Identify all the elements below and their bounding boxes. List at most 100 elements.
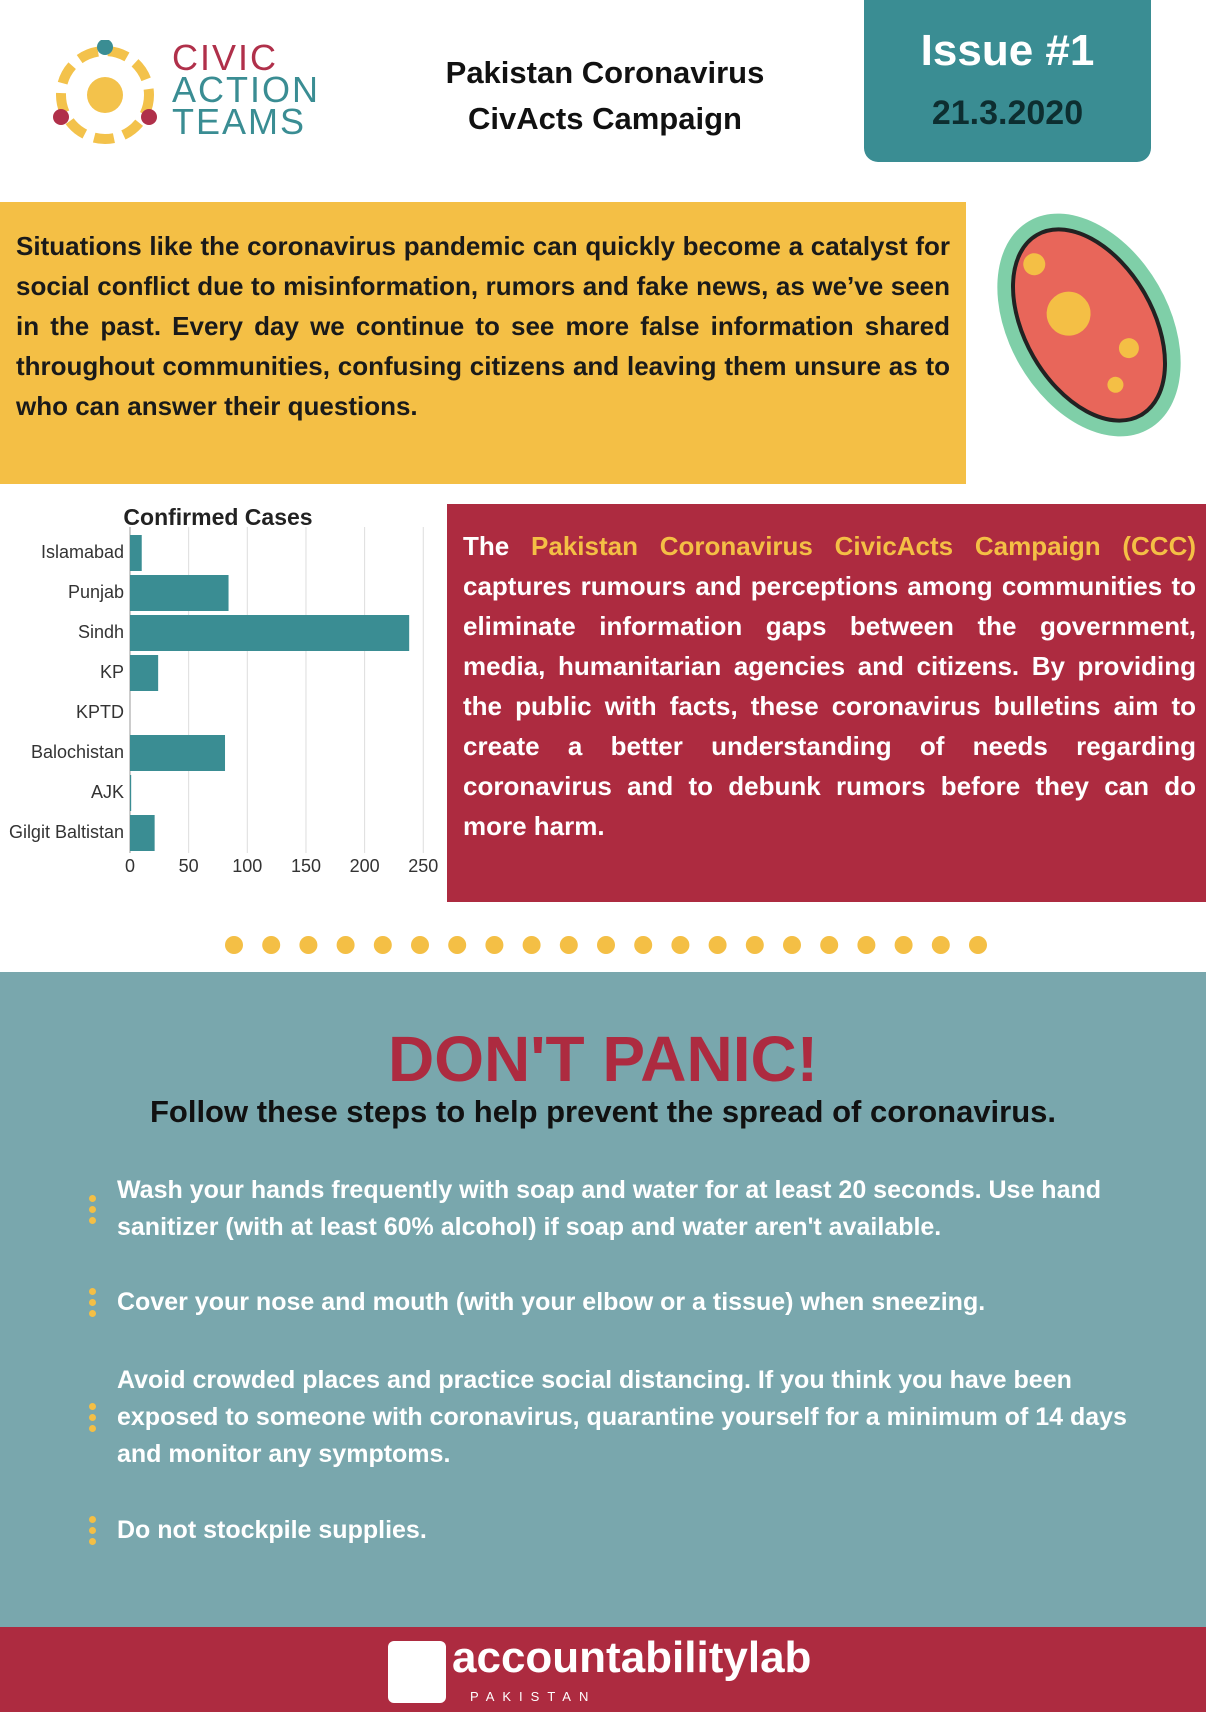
y-tick-label: KPTD <box>76 702 124 722</box>
footer-logo-mark <box>388 1641 446 1703</box>
panic-subheading: Follow these steps to help prevent the s… <box>149 1094 1057 1129</box>
bar <box>130 575 229 611</box>
divider-dot <box>597 936 615 954</box>
logo-head <box>97 40 113 55</box>
bullet-dot <box>88 1516 96 1523</box>
step: Wash your hands frequently with soap and… <box>0 1172 1206 1246</box>
bullet-dot <box>88 1310 96 1317</box>
x-tick-label: 250 <box>408 856 438 876</box>
bar <box>130 815 155 851</box>
bullet-dot <box>88 1527 96 1534</box>
campaign-text: The <box>463 531 510 561</box>
step-text: Wash your hands frequently with soap and… <box>117 1176 1102 1241</box>
virus-spot <box>1046 291 1091 336</box>
logo-line: TEAMS <box>172 101 307 142</box>
step-text: Avoid crowded places and practice social… <box>117 1366 1127 1468</box>
campaign: The Pakistan Coronavirus CivicActs Campa… <box>447 504 1206 902</box>
logo-line: CIVIC <box>172 37 279 78</box>
divider-dot <box>559 936 578 954</box>
divider-dot <box>820 936 839 954</box>
bullet-dot <box>88 1205 96 1213</box>
campaign-highlight: Pakistan Coronavirus CivicActs Campaign … <box>531 531 1197 561</box>
bar <box>130 775 132 811</box>
chart-title: Confirmed Cases <box>123 504 312 530</box>
chart: Confirmed Cases 0 50 100 150 200 250 Islamabad… <box>9 504 438 876</box>
issue-box: Issue #1 21.3.2020 <box>864 0 1151 162</box>
intro: Situations like the coronavirus pandemic… <box>0 202 966 484</box>
y-tick-label: Punjab <box>68 582 124 602</box>
logo-head <box>141 109 157 125</box>
issue-date: 21.3.2020 <box>931 94 1084 132</box>
title-line: CivActs Campaign <box>468 101 742 136</box>
step-text: Do not stockpile supplies. <box>117 1516 427 1544</box>
x-tick-label: 0 <box>125 856 135 876</box>
y-tick-label: KP <box>100 662 124 682</box>
virus-spot <box>1107 376 1124 393</box>
divider-dot <box>485 936 504 954</box>
footer-brand: accountabilitylab <box>452 1633 812 1682</box>
bar <box>130 535 142 571</box>
divider-dot <box>373 936 392 954</box>
logo-icon <box>53 40 157 144</box>
x-tick-label: 150 <box>291 856 321 876</box>
divider-dot <box>262 936 281 954</box>
virus-spot <box>1118 338 1139 359</box>
y-tick-label: Balochistan <box>31 742 124 762</box>
divider-dot <box>931 936 950 954</box>
logo-center <box>87 77 123 113</box>
bullet-dot <box>88 1194 96 1202</box>
bullet-dot <box>88 1538 96 1545</box>
panic-heading: DON'T PANIC! <box>388 1023 818 1095</box>
virus-illustration <box>997 213 1181 437</box>
divider-dot <box>299 936 318 954</box>
bullet-dot <box>88 1216 96 1224</box>
divider-dot <box>411 936 429 954</box>
bar <box>130 655 159 691</box>
divider-dot <box>708 936 727 954</box>
y-tick-label: Sindh <box>78 622 124 642</box>
divider-dot <box>783 936 801 954</box>
title-line: Pakistan Coronavirus <box>445 55 765 90</box>
bullet-dot <box>88 1403 96 1410</box>
divider-dot <box>969 936 987 954</box>
x-tick-label: 50 <box>179 856 199 876</box>
virus-body <box>1011 227 1167 423</box>
x-tick-label: 100 <box>232 856 262 876</box>
divider-dot <box>671 936 690 954</box>
x-tick-label: 200 <box>350 856 380 876</box>
divider-dot <box>857 936 876 954</box>
divider-dot <box>894 936 913 954</box>
header-title: Pakistan Coronavirus CivActs Campaign <box>380 50 830 142</box>
step-bullet <box>88 1512 96 1549</box>
step: Cover your nose and mouth (with your elb… <box>0 1284 1206 1321</box>
step-bullet <box>88 1172 96 1246</box>
bullet-dot <box>88 1425 96 1432</box>
logo-ring <box>56 46 154 144</box>
footer-country: PAKISTAN <box>470 1689 597 1704</box>
divider-dot <box>448 936 467 954</box>
panic-section: DON'T PANIC! Follow these steps to help … <box>0 972 1206 1627</box>
campaign-text: captures rumours and perceptions among c… <box>463 571 1196 841</box>
divider-dot <box>522 936 541 954</box>
issue: Issue #1 <box>920 26 1095 75</box>
footer: accountabilitylab PAKISTAN <box>0 1627 1206 1712</box>
bar <box>130 615 410 651</box>
divider-dot <box>336 936 355 954</box>
step-text: Cover your nose and mouth (with your elb… <box>117 1288 986 1316</box>
logo-text: CIVIC ACTION TEAMS <box>172 37 321 142</box>
step-bullet <box>88 1362 96 1473</box>
divider-dot <box>745 936 764 954</box>
bullet-dot <box>88 1299 96 1306</box>
divider-dot <box>225 936 243 954</box>
bullet-dot <box>88 1288 96 1295</box>
dot-divider <box>225 936 987 954</box>
logo-head <box>53 109 69 125</box>
y-tick-label: Islamabad <box>41 542 124 562</box>
divider-dot <box>634 936 653 954</box>
bar <box>130 735 226 771</box>
virus-spot <box>1023 253 1046 276</box>
step: Do not stockpile supplies. <box>0 1512 1206 1549</box>
logo-line: ACTION <box>172 69 321 110</box>
